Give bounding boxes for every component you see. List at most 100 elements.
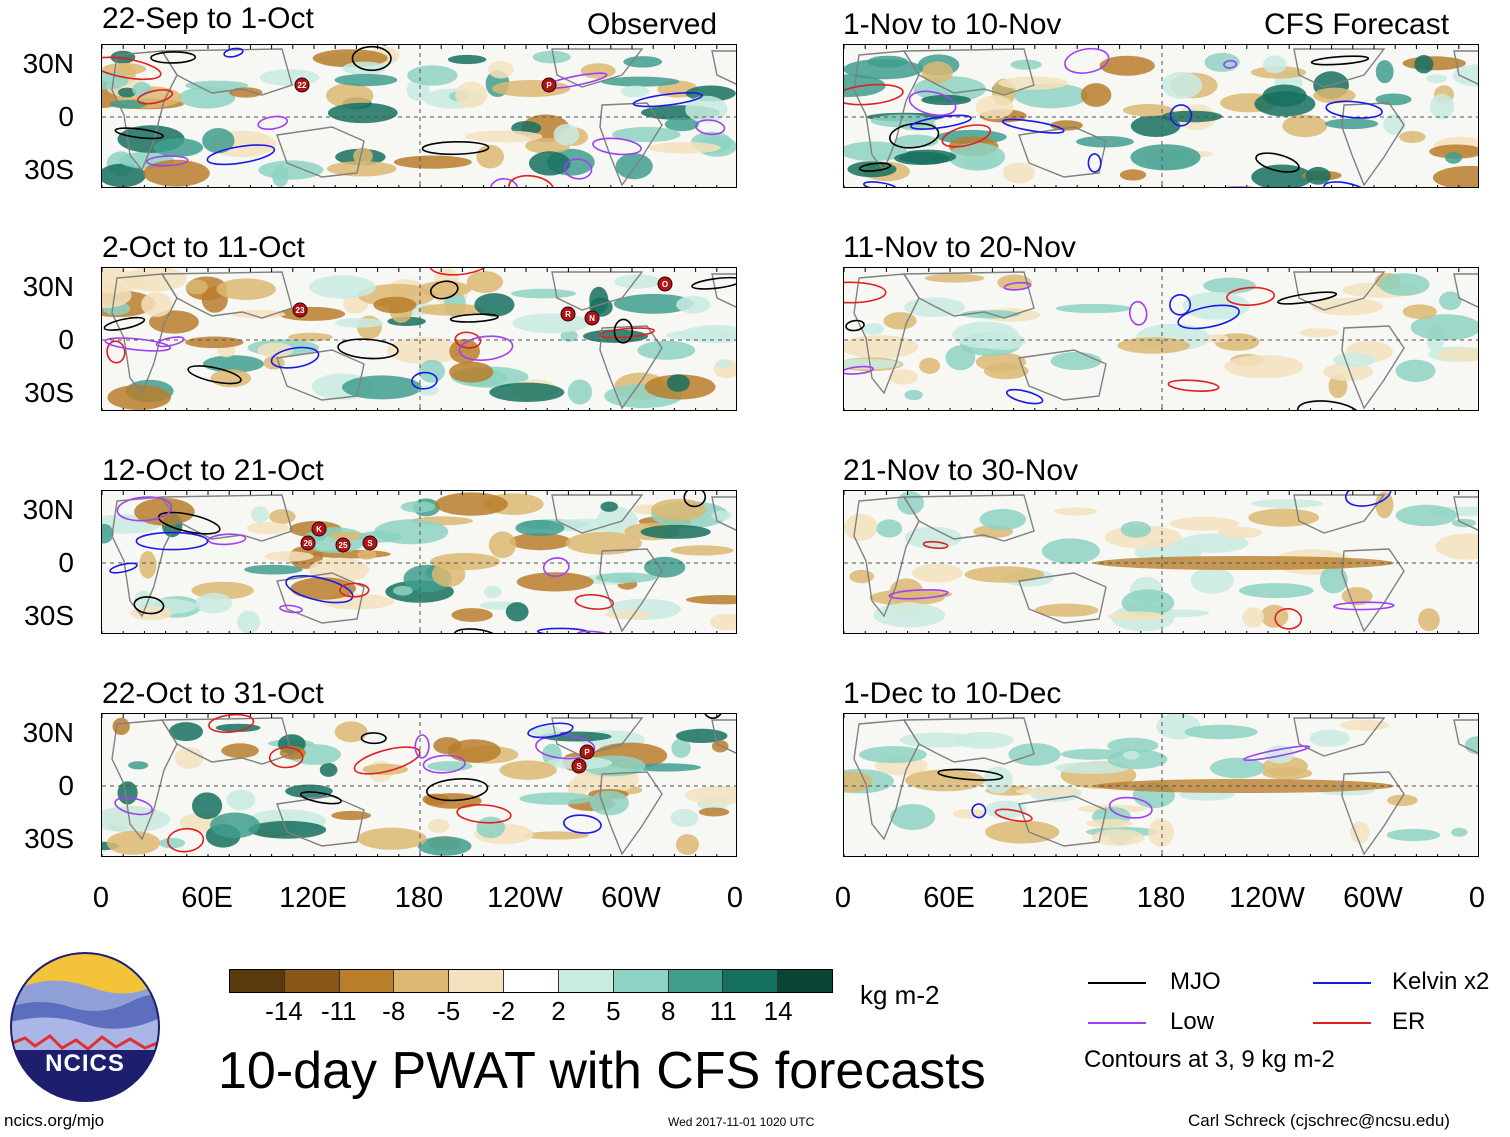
pwat-anomaly-blob <box>326 83 374 109</box>
low-contour <box>114 796 153 816</box>
lat-label: 0 <box>58 324 74 355</box>
pwat-anomaly-blob <box>393 155 472 169</box>
pwat-anomaly-blob <box>1204 334 1229 343</box>
colorbar-swatch <box>613 970 669 992</box>
low-contour <box>542 557 570 578</box>
legend-low-line <box>1088 1022 1146 1024</box>
pwat-anomaly-blob <box>604 610 653 620</box>
pwat-anomaly-blob <box>844 771 873 793</box>
pwat-anomaly-blob <box>134 498 195 526</box>
mjo-contour <box>858 162 892 172</box>
pwat-anomaly-blob <box>519 792 595 805</box>
pwat-anomaly-blob <box>644 556 686 578</box>
pwat-anomaly-blob <box>407 65 458 86</box>
footer-url-link[interactable]: ncics.org/mjo <box>4 1111 105 1130</box>
map-svg <box>844 714 1478 856</box>
map-svg <box>844 45 1478 187</box>
pwat-anomaly-blob <box>919 357 941 374</box>
pwat-anomaly-blob <box>422 793 450 806</box>
lon-label: 120E <box>279 882 347 914</box>
pwat-anomaly-blob <box>109 99 147 109</box>
er-contour <box>599 327 655 339</box>
pwat-anomaly-blob <box>1418 608 1440 632</box>
pwat-anomaly-blob <box>863 323 884 335</box>
panel-title-obs-4: 22-Oct to 31-Oct <box>102 677 324 710</box>
pwat-anomaly-blob <box>248 820 327 839</box>
kelvin-contour <box>1005 388 1044 405</box>
pwat-anomaly-blob <box>1123 750 1140 760</box>
kelvin-contour <box>1001 118 1065 134</box>
pwat-anomaly-blob <box>676 295 711 314</box>
pwat-anomaly-blob <box>1177 533 1249 553</box>
pwat-anomaly-blob <box>631 763 701 772</box>
pwat-anomaly-blob <box>215 723 261 732</box>
pwat-anomaly-blob <box>1120 521 1152 538</box>
coastline <box>902 48 1035 96</box>
mjo-contour <box>613 318 634 344</box>
pwat-anomaly-blob <box>229 87 263 98</box>
er-contour <box>102 56 162 81</box>
er-contour <box>339 582 370 598</box>
pwat-anomaly-blob <box>715 359 732 369</box>
coastline <box>276 126 365 178</box>
pwat-anomaly-blob <box>244 564 303 575</box>
colorbar-tick-label: -14 <box>265 996 303 1026</box>
pwat-anomaly-blob <box>648 142 721 154</box>
kelvin-contour <box>971 803 987 819</box>
low-contour <box>1064 47 1110 74</box>
er-contour <box>1274 607 1303 630</box>
pwat-anomaly-blob <box>671 738 691 758</box>
low-contour <box>155 336 185 348</box>
low-contour <box>1223 59 1238 69</box>
mjo-contour <box>453 628 498 633</box>
ncics-logo[interactable]: NCICS <box>10 952 160 1102</box>
mjo-contour <box>103 316 146 331</box>
coastline <box>1018 572 1107 624</box>
legend-mjo-line <box>1088 982 1146 984</box>
colorbar-swatch <box>668 970 724 992</box>
tropical-cyclone-marker: 22 <box>294 77 310 93</box>
pwat-anomaly-blob <box>159 837 186 849</box>
pwat-anomaly-blob <box>1426 74 1447 83</box>
pwat-anomaly-blob <box>169 722 203 742</box>
main-title: 10-day PWAT with CFS forecasts <box>218 1042 986 1100</box>
pwat-anomaly-blob <box>685 786 736 805</box>
coastline <box>1453 50 1478 85</box>
colorbar-swatch <box>723 970 779 992</box>
pwat-anomaly-blob <box>1399 131 1426 143</box>
kelvin-contour <box>1344 491 1392 507</box>
coastline <box>1341 548 1405 633</box>
kelvin-contour <box>270 346 320 369</box>
pwat-anomaly-blob <box>153 138 203 157</box>
pwat-anomaly-blob <box>614 274 661 289</box>
mjo-contour <box>683 491 707 508</box>
colorbar-swatch <box>449 970 505 992</box>
mjo-contour <box>337 338 399 360</box>
storm-label: N <box>589 314 595 323</box>
mjo-contour <box>449 313 499 323</box>
er-contour <box>456 804 512 824</box>
map-panel-fc-2 <box>843 267 1479 411</box>
pwat-anomaly-blob <box>522 831 589 840</box>
coastline <box>599 771 663 856</box>
coastline <box>1293 494 1386 534</box>
pwat-anomaly-blob <box>589 790 629 816</box>
pwat-anomaly-blob <box>560 330 578 342</box>
pwat-anomaly-blob <box>331 810 372 821</box>
pwat-anomaly-blob <box>1250 499 1324 509</box>
pwat-anomaly-blob <box>1161 71 1203 99</box>
pwat-anomaly-blob <box>1107 749 1168 770</box>
mjo-contour <box>150 51 197 64</box>
pwat-anomaly-blob <box>904 526 962 549</box>
pwat-anomaly-blob <box>1239 583 1314 599</box>
pwat-anomaly-blob <box>1117 337 1190 354</box>
pwat-anomaly-blob <box>890 804 936 830</box>
pwat-anomaly-blob <box>1080 83 1112 107</box>
pwat-anomaly-blob <box>342 61 387 75</box>
pwat-anomaly-blob <box>698 807 730 817</box>
pwat-anomaly-blob <box>309 275 376 299</box>
lat-label: 30N <box>22 271 74 302</box>
storm-label: P <box>584 748 590 757</box>
low-contour <box>207 533 247 546</box>
